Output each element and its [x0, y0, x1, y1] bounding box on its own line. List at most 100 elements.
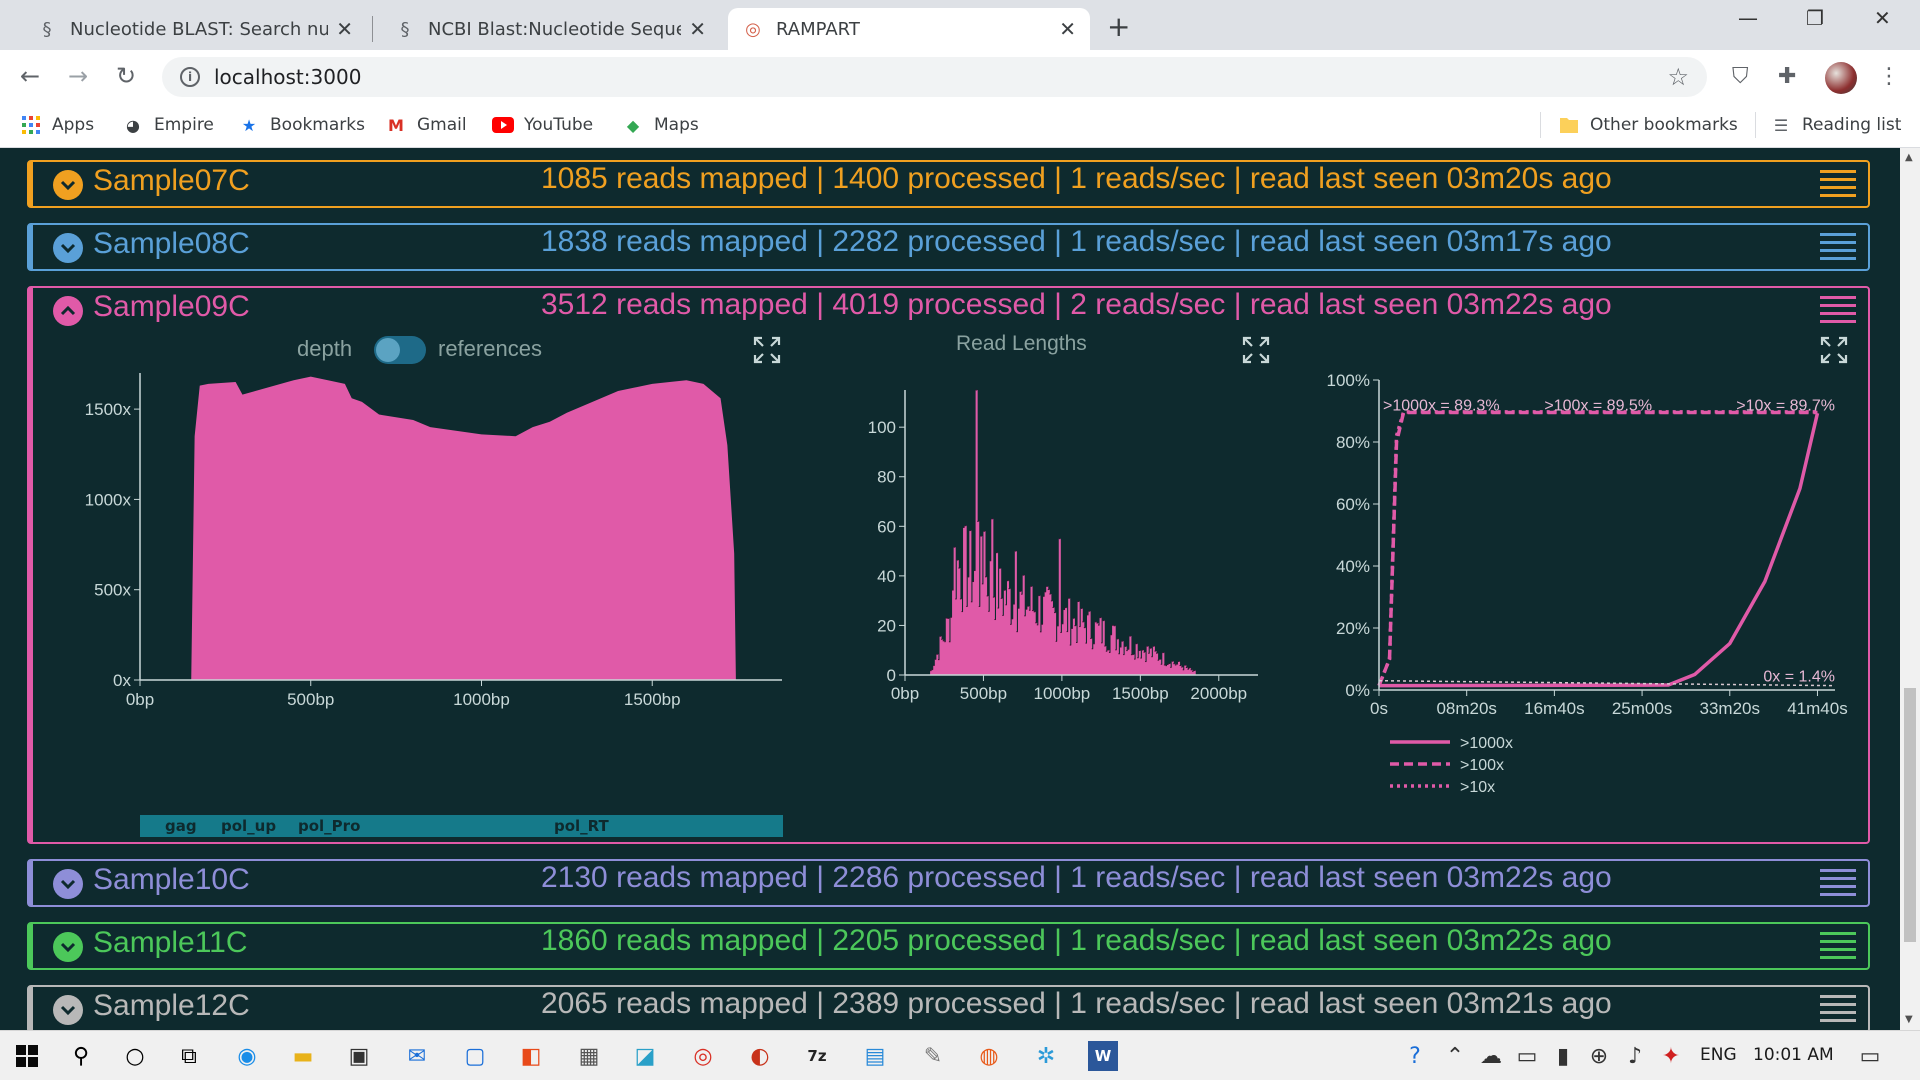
bookmark-maps[interactable]: ◆ Maps [622, 112, 699, 138]
chrome-icon[interactable]: ◎ [693, 1043, 713, 1069]
coverage-chart[interactable]: 0bp 500bp 1000bp 1500bp 0x 500x 1000x 1500x [60, 363, 800, 743]
menu-dots-icon[interactable]: ⋮ [1878, 64, 1900, 89]
cortana-icon[interactable]: ○ [125, 1043, 145, 1069]
bookmark-gmail[interactable]: M Gmail [385, 112, 467, 138]
hamburger-menu-icon[interactable] [1820, 995, 1856, 1022]
hamburger-menu-icon[interactable] [1820, 233, 1856, 260]
minimize-icon[interactable]: — [1738, 6, 1758, 30]
back-icon[interactable]: ← [20, 62, 41, 90]
battery-icon[interactable]: ▮ [1556, 1043, 1570, 1069]
bookmark-apps[interactable]: Apps [20, 112, 94, 138]
histogram-bar [1065, 607, 1068, 675]
bookmark-empire[interactable]: ◕ Empire [122, 112, 214, 138]
avatar[interactable] [1825, 62, 1857, 94]
shield-extension-icon[interactable]: ⛉ [1732, 64, 1749, 89]
app-icon[interactable]: ✎ [923, 1043, 943, 1069]
onedrive-icon[interactable]: ☁ [1480, 1043, 1502, 1069]
expand-coverage-time-icon[interactable] [1820, 336, 1848, 364]
hamburger-menu-icon[interactable] [1820, 932, 1856, 959]
expand-coverage-icon[interactable] [753, 336, 781, 364]
ubuntu-icon[interactable]: ◍ [979, 1043, 999, 1069]
address-bar[interactable]: i localhost:3000 ☆ [162, 57, 1707, 97]
scrollbar-thumb[interactable] [1904, 688, 1916, 942]
store-icon[interactable]: ▣ [348, 1043, 370, 1069]
chevron-down-icon[interactable] [53, 995, 83, 1025]
depth-references-toggle[interactable] [374, 336, 426, 364]
reading-list[interactable]: ☰ Reading list [1770, 112, 1902, 138]
7zip-icon[interactable]: 7z [807, 1047, 827, 1065]
chevron-down-icon[interactable] [53, 869, 83, 899]
forward-icon[interactable]: → [68, 62, 89, 90]
edge-icon[interactable]: ◉ [237, 1043, 257, 1069]
chevron-down-icon[interactable] [53, 233, 83, 263]
sample-panel-10c[interactable]: Sample10C 2130 reads mapped | 2286 proces… [27, 859, 1870, 907]
app-icon[interactable]: ◪ [634, 1043, 656, 1069]
tab-blast-search[interactable]: § Nucleotide BLAST: Search nucleo ✕ [22, 8, 367, 50]
reload-icon[interactable]: ↻ [116, 62, 137, 90]
word-icon[interactable]: W [1088, 1041, 1118, 1071]
histogram-bar [1030, 586, 1033, 675]
help-icon[interactable]: ? [1409, 1043, 1421, 1069]
tab-rampart[interactable]: ◎ RAMPART ✕ [728, 8, 1090, 50]
expand-read-lengths-icon[interactable] [1242, 336, 1270, 364]
app-icon[interactable]: ▤ [864, 1043, 886, 1069]
other-bookmarks[interactable]: Other bookmarks [1558, 112, 1738, 138]
info-icon[interactable]: i [180, 67, 200, 87]
app-icon[interactable]: ✦ [1661, 1043, 1681, 1069]
scrollbar[interactable]: ▲ ▼ [1900, 148, 1920, 1030]
mail-icon[interactable]: ✉ [407, 1043, 427, 1069]
sample-header[interactable]: Sample10C 2130 reads mapped | 2286 proces… [33, 861, 1868, 905]
bookmark-star-icon[interactable]: ☆ [1667, 63, 1689, 91]
scroll-up-icon[interactable]: ▲ [1905, 152, 1913, 163]
sample-header[interactable]: Sample11C 1860 reads mapped | 2205 proces… [33, 924, 1868, 968]
search-icon[interactable]: ⚲ [72, 1043, 90, 1069]
close-window-icon[interactable]: ✕ [1874, 6, 1891, 30]
app-icon[interactable]: ✲ [1036, 1043, 1056, 1069]
bookmark-youtube[interactable]: YouTube [492, 112, 593, 138]
close-tab-icon[interactable]: ✕ [1059, 17, 1076, 41]
file-explorer-icon[interactable]: ▬ [292, 1043, 314, 1069]
hamburger-menu-icon[interactable] [1820, 296, 1856, 323]
volume-icon[interactable]: ♪ [1627, 1043, 1643, 1069]
sample-header[interactable]: Sample08C 1838 reads mapped | 2282 proces… [33, 225, 1868, 269]
sample-panel-11c[interactable]: Sample11C 1860 reads mapped | 2205 proces… [27, 922, 1870, 970]
windows-start-icon[interactable] [12, 1041, 42, 1071]
new-tab-icon[interactable]: + [1107, 10, 1131, 43]
sample-header[interactable]: Sample12C 2065 reads mapped | 2389 proces… [33, 987, 1868, 1030]
network-icon[interactable]: ⊕ [1589, 1043, 1609, 1069]
app-icon[interactable]: ▭ [1516, 1043, 1538, 1069]
coverage-over-time-chart[interactable]: 0s 08m20s 16m40s 25m00s 33m20s 41m40s 0% 20% 40%… [1300, 348, 1860, 818]
histogram-bar [930, 670, 933, 675]
chevron-up-icon[interactable]: ⌃ [1445, 1043, 1465, 1069]
scroll-down-icon[interactable]: ▼ [1905, 1014, 1913, 1025]
restore-icon[interactable]: ❐ [1806, 6, 1824, 30]
sample-panel-08c[interactable]: Sample08C 1838 reads mapped | 2282 proces… [27, 223, 1870, 271]
chevron-up-icon[interactable] [53, 296, 83, 326]
url-text[interactable]: localhost:3000 [214, 65, 362, 89]
sample-header[interactable]: Sample09C 3512 reads mapped | 4019 proces… [33, 288, 1868, 332]
chevron-down-icon[interactable] [53, 170, 83, 200]
histogram-bar [1086, 614, 1090, 675]
sample-header[interactable]: Sample07C 1085 reads mapped | 1400 proces… [33, 162, 1868, 206]
sample-stats: 3512 reads mapped | 4019 processed | 2 r… [541, 288, 1612, 321]
notification-icon[interactable]: ▭ [1859, 1043, 1881, 1069]
bookmark-bookmarks[interactable]: ★ Bookmarks [238, 112, 365, 138]
hamburger-menu-icon[interactable] [1820, 869, 1856, 896]
clock[interactable]: 10:01 AM [1753, 1045, 1834, 1065]
sample-panel-12c[interactable]: Sample12C 2065 reads mapped | 2389 proces… [27, 985, 1870, 1030]
calculator-icon[interactable]: ▦ [578, 1043, 600, 1069]
puzzle-extension-icon[interactable]: ✚ [1778, 64, 1797, 89]
hamburger-menu-icon[interactable] [1820, 170, 1856, 197]
task-view-icon[interactable]: ⧉ [181, 1043, 197, 1069]
sample-panel-07c[interactable]: Sample07C 1085 reads mapped | 1400 proces… [27, 160, 1870, 208]
language-indicator[interactable]: ENG [1700, 1045, 1737, 1065]
close-tab-icon[interactable]: ✕ [336, 17, 353, 41]
read-lengths-chart[interactable]: 0bp 500bp 1000bp 1500bp 2000bp 0 20 40 60 80 100 [850, 363, 1270, 743]
app-icon[interactable]: ◐ [750, 1043, 770, 1069]
close-tab-icon[interactable]: ✕ [689, 17, 706, 41]
office-icon[interactable]: ◧ [520, 1043, 542, 1069]
app-icon[interactable]: ▢ [464, 1043, 486, 1069]
histogram-bar [1088, 611, 1091, 675]
tab-blast-sequence[interactable]: § NCBI Blast:Nucleotide Sequence ✕ [380, 8, 720, 50]
chevron-down-icon[interactable] [53, 932, 83, 962]
